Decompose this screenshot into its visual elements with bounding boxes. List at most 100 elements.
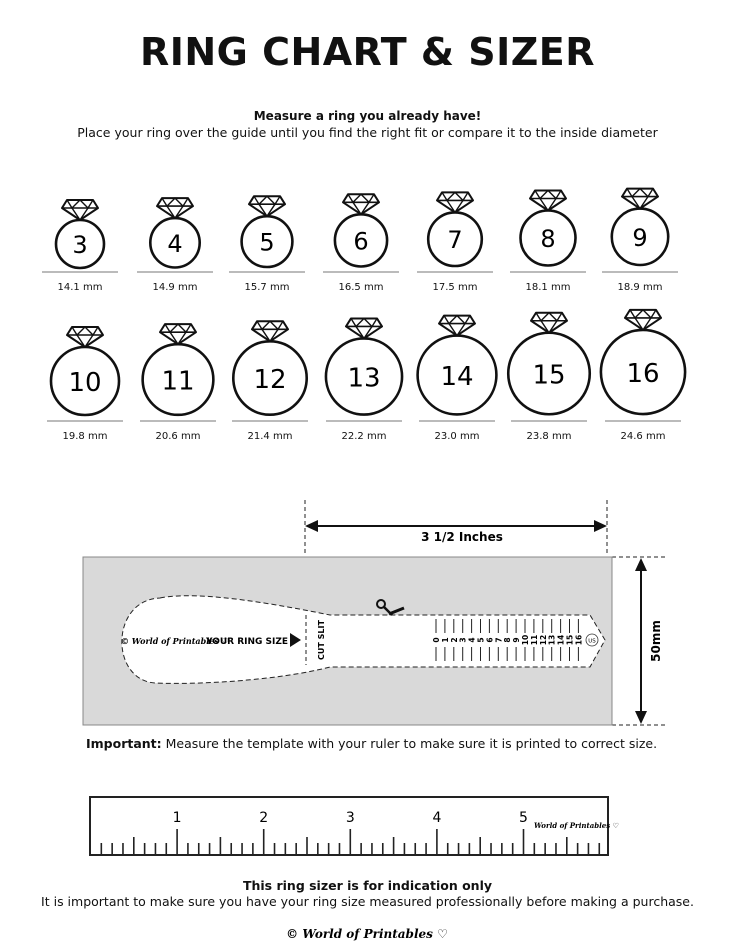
ring-size-10: 10 <box>47 326 123 422</box>
ring-size-number: 5 <box>259 229 274 257</box>
ring-size-12: 12 <box>232 320 309 422</box>
diamond-icon <box>248 195 286 218</box>
height-dimension: 50mm <box>612 556 668 726</box>
ring-size-number: 13 <box>347 364 380 394</box>
ruler-number: 3 <box>346 810 355 826</box>
ring-diameter-label: 21.4 mm <box>247 431 293 442</box>
diamond-icon <box>530 311 568 335</box>
ring-size-4: 4 <box>137 197 213 273</box>
inch-ruler <box>89 796 609 856</box>
ring-size-number: 14 <box>440 362 473 392</box>
diamond-icon <box>624 308 662 332</box>
ring-diameter-label: 14.1 mm <box>57 282 103 293</box>
scale-label: 15 <box>566 635 575 645</box>
scale-label: 11 <box>530 635 539 645</box>
diamond-icon <box>436 191 474 214</box>
ring-diameter-label: 23.0 mm <box>434 431 480 442</box>
ring-diameter-label: 22.2 mm <box>341 431 387 442</box>
width-label: 3 1/2 Inches <box>421 530 503 544</box>
scale-label: 12 <box>539 635 548 645</box>
disclaimer-title: This ring sizer is for indication only <box>242 878 493 893</box>
scale-label: 4 <box>468 637 477 642</box>
important-label: Important: <box>86 736 162 751</box>
important-text: Measure the template with your ruler to … <box>161 736 658 751</box>
ring-size-number: 7 <box>447 226 462 254</box>
diamond-icon <box>251 320 289 343</box>
subtitle-bold: Measure a ring you already have! <box>253 109 482 123</box>
ring-diameter-label: 23.8 mm <box>526 431 572 442</box>
important-note: Important: Measure the template with you… <box>86 736 657 751</box>
ring-size-16: 16 <box>599 308 687 422</box>
page-title: RING CHART & SIZER <box>139 30 596 74</box>
ring-size-number: 10 <box>68 368 101 398</box>
ring-size-number: 15 <box>532 361 565 391</box>
diamond-icon <box>61 199 99 222</box>
ring-size-11: 11 <box>140 323 216 422</box>
ring-size-number: 4 <box>167 230 182 258</box>
ring-diameter-label: 16.5 mm <box>338 282 384 293</box>
your-ring-size-label: YOUR RING SIZE <box>205 637 288 647</box>
diamond-icon <box>342 193 380 216</box>
scissors-icon <box>376 599 405 616</box>
pointer-arrow-icon <box>290 633 301 647</box>
ring-size-9: 9 <box>602 187 678 273</box>
ring-diameter-label: 24.6 mm <box>620 431 666 442</box>
ring-size-15: 15 <box>506 311 592 422</box>
scale-label: 9 <box>512 637 521 642</box>
subtitle: Place your ring over the guide until you… <box>77 125 658 140</box>
ring-size-number: 8 <box>540 225 555 253</box>
ring-size-number: 3 <box>72 231 87 259</box>
ring-diameter-label: 17.5 mm <box>432 282 478 293</box>
cut-slit-label: CUT SLIT <box>317 620 326 660</box>
ring-size-5: 5 <box>229 195 305 273</box>
ring-size-3: 3 <box>42 199 118 273</box>
ring-diameter-label: 18.9 mm <box>617 282 663 293</box>
ring-diameter-label: 19.8 mm <box>62 431 108 442</box>
ring-size-number: 16 <box>626 359 659 389</box>
ring-diameter-label: 18.1 mm <box>525 282 571 293</box>
footer-brand: © World of Printables ♡ <box>286 927 448 941</box>
diamond-icon <box>159 323 197 346</box>
ring-diameter-label: 14.9 mm <box>152 282 198 293</box>
ring-diameter-label: 15.7 mm <box>244 282 290 293</box>
ruler-number: 5 <box>519 810 528 826</box>
disclaimer-text: It is important to make sure you have yo… <box>41 894 694 909</box>
scale-label: 3 <box>459 637 468 642</box>
ruler-number: 2 <box>259 810 268 826</box>
ring-size-7: 7 <box>417 191 493 273</box>
sizer-cutout <box>121 595 606 684</box>
ruler-brand: World of Printables ♡ <box>534 821 619 830</box>
diamond-icon <box>345 317 383 340</box>
diamond-icon <box>156 197 194 220</box>
scale-label: 10 <box>521 635 530 645</box>
ring-size-8: 8 <box>510 189 586 273</box>
width-dimension: 3 1/2 Inches <box>304 500 608 555</box>
us-badge <box>585 633 599 647</box>
ring-size-number: 9 <box>632 224 647 252</box>
scale-label: 13 <box>548 635 557 645</box>
diamond-icon <box>66 326 104 349</box>
ring-size-13: 13 <box>324 317 404 422</box>
scale-label: 2 <box>450 637 459 642</box>
sizer-brand: © World of Printables ♡ <box>121 636 229 646</box>
scale-label: 16 <box>574 635 583 645</box>
diamond-icon <box>621 187 659 210</box>
scale-label: 6 <box>485 637 494 642</box>
ring-size-6: 6 <box>323 193 399 273</box>
height-label: 50mm <box>649 620 663 662</box>
ruler-number: 4 <box>432 810 441 826</box>
scale-label: 8 <box>503 637 512 642</box>
ring-size-14: 14 <box>416 314 498 422</box>
diamond-icon <box>529 189 567 212</box>
ring-size-number: 12 <box>253 365 286 395</box>
scale-label: 14 <box>557 635 566 645</box>
ring-size-number: 6 <box>353 227 368 255</box>
ruler-number: 1 <box>173 810 182 826</box>
ring-diameter-label: 20.6 mm <box>155 431 201 442</box>
scale-label: 0 <box>432 637 441 642</box>
svg-text:US: US <box>588 639 596 645</box>
ring-size-number: 11 <box>161 367 194 397</box>
diamond-icon <box>438 314 476 337</box>
scale-label: 1 <box>441 637 450 642</box>
